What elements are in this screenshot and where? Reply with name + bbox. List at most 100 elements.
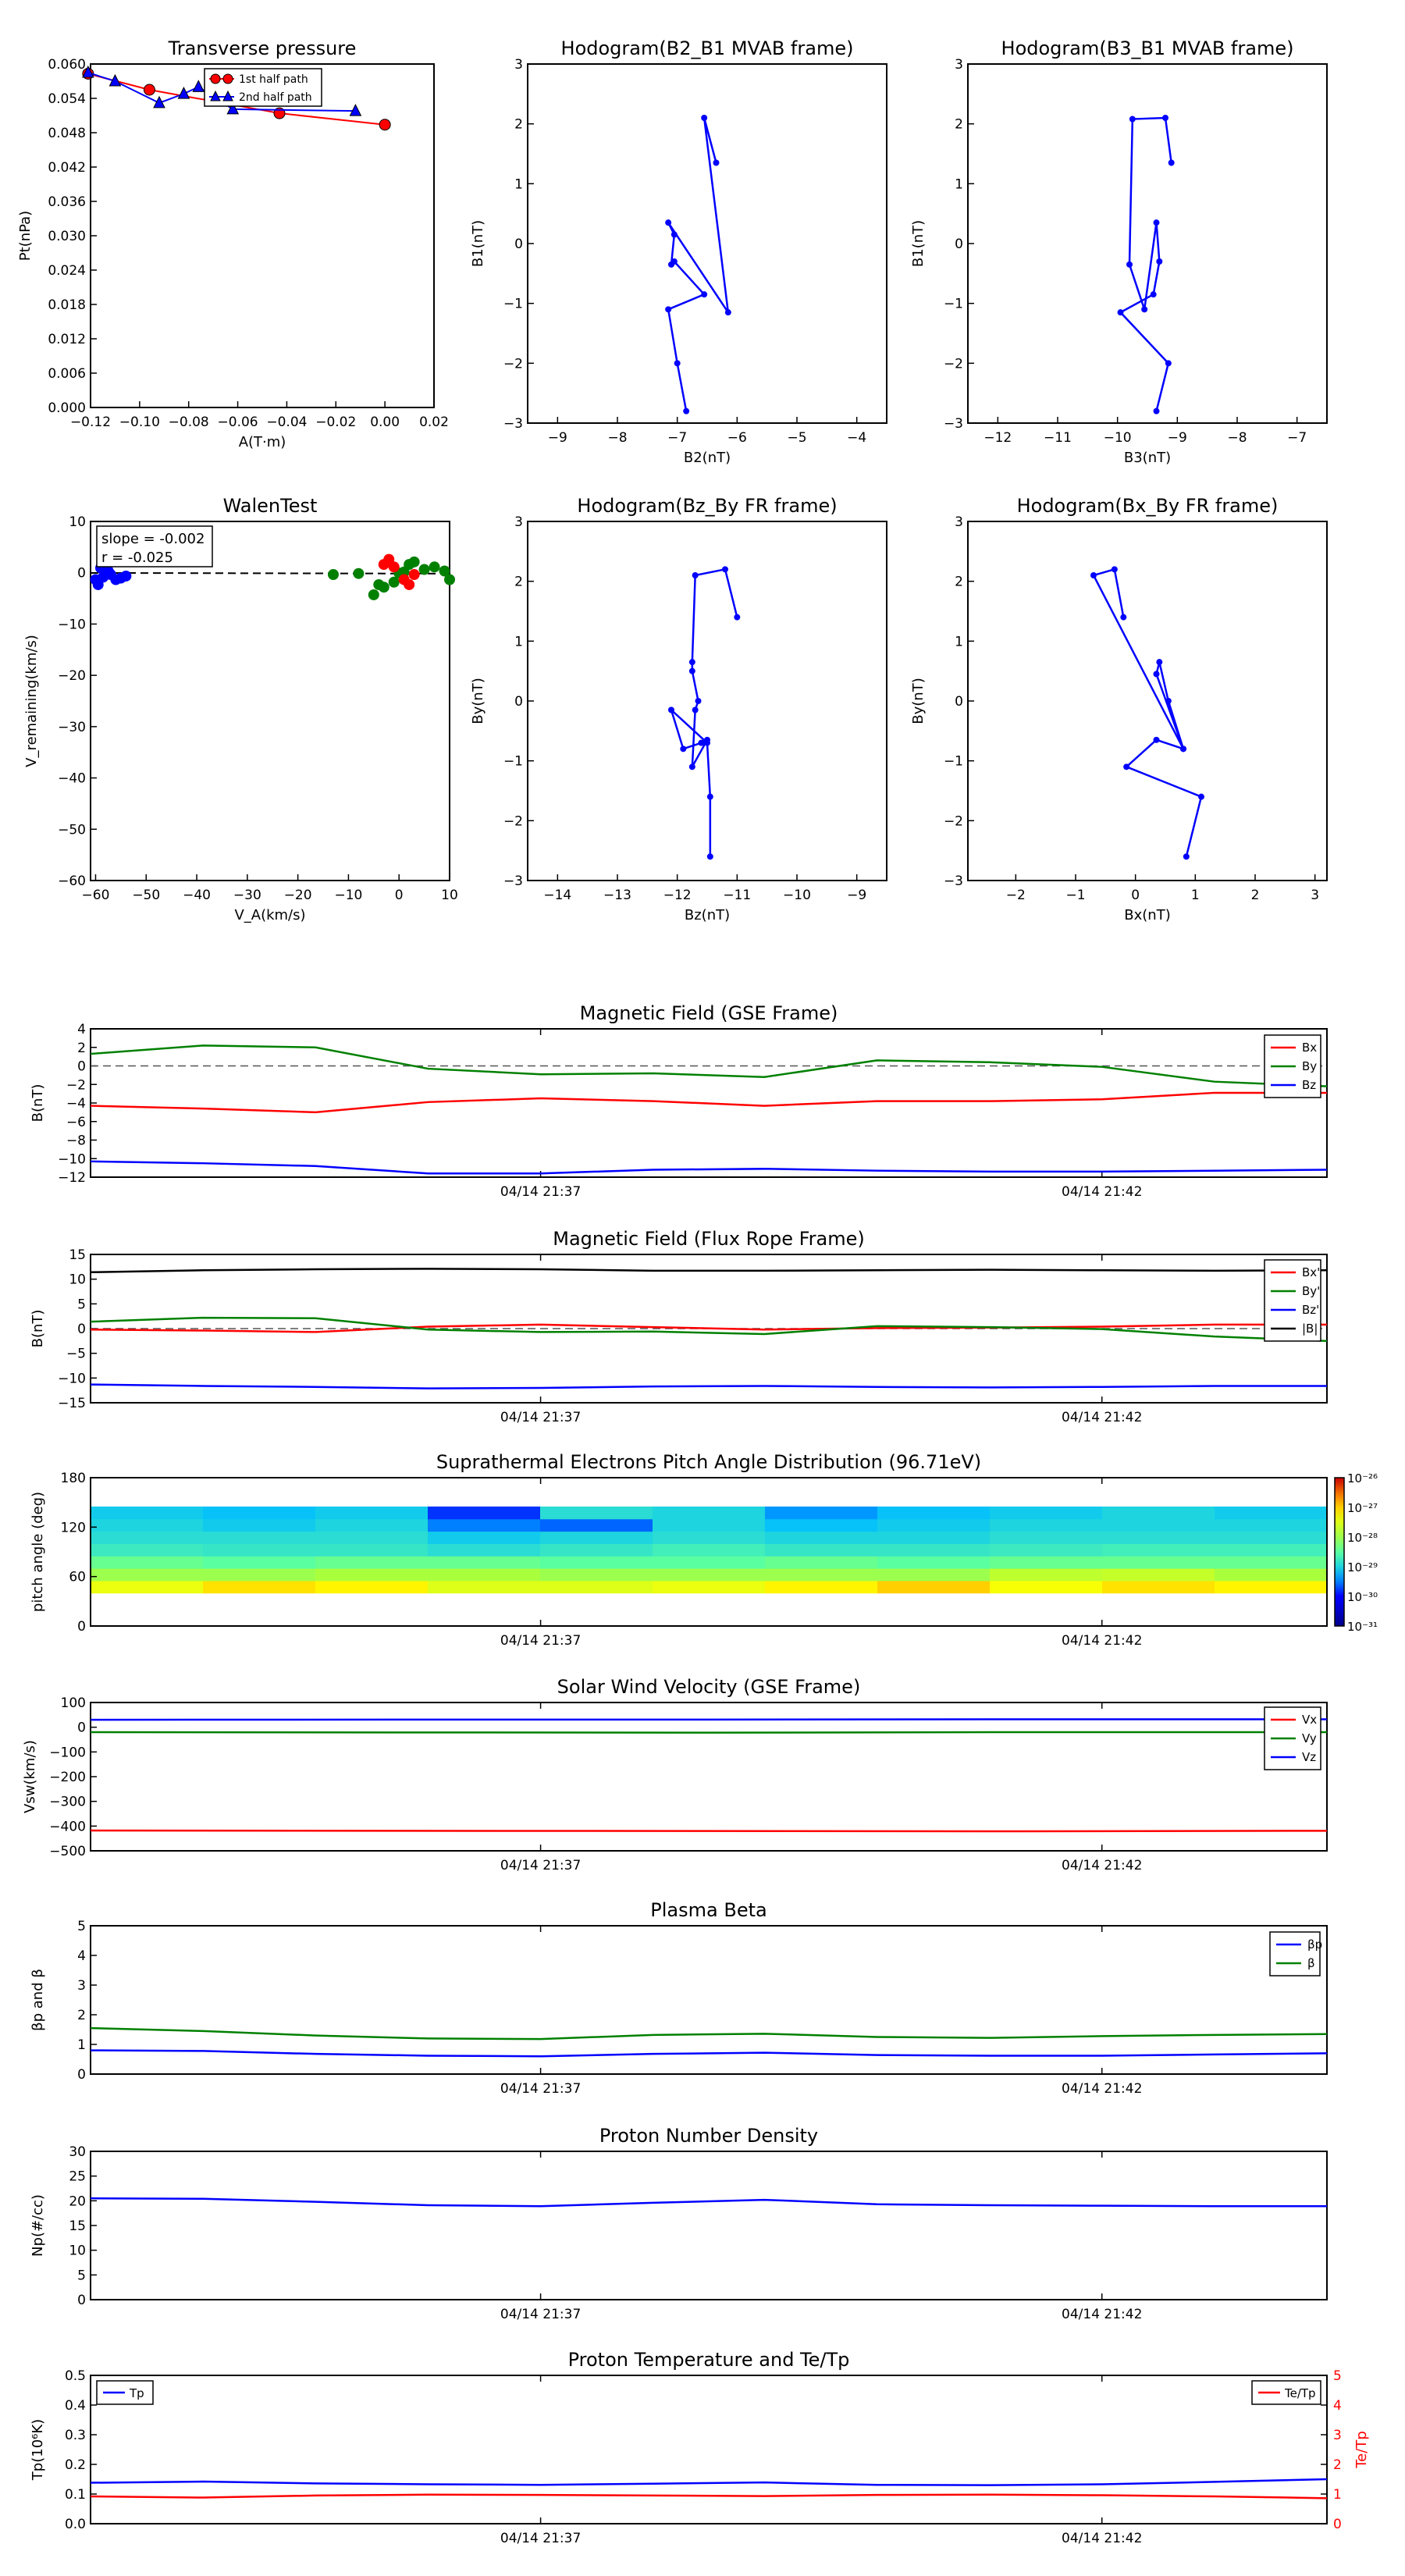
legend-box bbox=[1264, 1259, 1321, 1342]
hodogram-b2-b1-chart: Hodogram(B2_B1 MVAB frame) −3 −2 −1 0 1 2 3 −9 −8… bbox=[470, 37, 887, 466]
series-line-vy bbox=[90, 1731, 1327, 1734]
y-tick-label: −100 bbox=[49, 1745, 86, 1760]
heatmap-cell bbox=[877, 1518, 991, 1532]
y-tick-label: 15 bbox=[69, 2218, 86, 2234]
x-tick-label: 04/14 21:37 bbox=[500, 1410, 581, 1425]
walen-point bbox=[378, 582, 389, 593]
legend-marker-circle bbox=[222, 73, 233, 84]
heatmap-cell bbox=[91, 1556, 204, 1569]
walen-point bbox=[408, 569, 420, 581]
y-tick-label: 0 bbox=[77, 1619, 86, 1635]
series-line-np bbox=[90, 2197, 1327, 2208]
heatmap-cell bbox=[540, 1518, 653, 1532]
legend-label: Bx' bbox=[1302, 1265, 1320, 1279]
x-axis-label: Bz(nT) bbox=[685, 907, 730, 923]
x-tick-label: 0.02 bbox=[419, 415, 449, 430]
y-tick-label: 5 bbox=[77, 1919, 86, 1934]
series-line-b bbox=[90, 1268, 1328, 1274]
heatmap-cell bbox=[540, 1543, 653, 1557]
hodogram-point bbox=[674, 360, 681, 367]
heatmap-cell bbox=[540, 1568, 653, 1582]
hodogram-point bbox=[1129, 116, 1136, 123]
heatmap-cell bbox=[428, 1543, 541, 1557]
heatmap-cell bbox=[428, 1580, 541, 1594]
y-tick-label: −300 bbox=[49, 1795, 86, 1810]
hodogram-point bbox=[1180, 745, 1186, 753]
hodogram-point bbox=[701, 115, 708, 121]
y-tick-label: 0.3 bbox=[65, 2428, 86, 2443]
y-tick-label: 0 bbox=[77, 1322, 86, 1337]
legend-box bbox=[1269, 1931, 1321, 1976]
chart-legend: 1st half path 2nd half path bbox=[204, 68, 322, 107]
heatmap-cell bbox=[428, 1556, 541, 1569]
x-tick-label: 04/14 21:42 bbox=[1062, 2531, 1142, 2546]
walen-point bbox=[327, 569, 339, 581]
series-line-bz bbox=[90, 1383, 1327, 1389]
y-tick-label: −8 bbox=[66, 1133, 86, 1149]
hodogram-point bbox=[668, 706, 674, 713]
walen-point bbox=[120, 570, 132, 582]
chart-title: Hodogram(Bz_By FR frame) bbox=[577, 495, 837, 517]
data-point-triangle bbox=[192, 80, 205, 92]
y-tick-label: −10 bbox=[58, 1151, 86, 1167]
hodogram-point bbox=[1156, 258, 1163, 265]
y-tick-label: 0 bbox=[514, 237, 523, 252]
x-tick-label: −30 bbox=[233, 888, 261, 903]
legend-label: Bx bbox=[1302, 1041, 1317, 1055]
legend-label: Vz bbox=[1302, 1750, 1316, 1764]
hodogram-point bbox=[706, 853, 713, 860]
y-tick-label: −2 bbox=[944, 813, 963, 829]
data-point-triangle bbox=[108, 73, 122, 87]
heatmap-cell bbox=[315, 1506, 429, 1520]
heatmap-cell bbox=[91, 1543, 204, 1557]
walen-point bbox=[388, 561, 400, 573]
heatmap-cell bbox=[1215, 1518, 1328, 1532]
legend-label: 2nd half path bbox=[239, 91, 312, 104]
x-tick-label: 04/14 21:37 bbox=[500, 1184, 581, 1200]
colorbar-tick-label: 10⁻²⁹ bbox=[1347, 1560, 1378, 1574]
colorbar-tick-label: 10⁻³¹ bbox=[1347, 1620, 1378, 1634]
data-point-circle bbox=[379, 119, 391, 131]
heatmap-cell bbox=[315, 1556, 429, 1569]
heatmap-cell bbox=[653, 1580, 766, 1594]
y-axis-label: B1(nT) bbox=[910, 220, 927, 267]
legend-label: βp bbox=[1307, 1937, 1322, 1952]
hodogram-point bbox=[1150, 291, 1157, 298]
hodogram-point bbox=[1120, 614, 1127, 621]
y-tick-label: −2 bbox=[503, 356, 523, 372]
y-tick-label: 1 bbox=[77, 2037, 86, 2053]
y-tick-label: −12 bbox=[58, 1170, 86, 1186]
y-axis-label: Tp(10⁶K) bbox=[30, 2419, 46, 2481]
data-point-triangle bbox=[82, 65, 94, 78]
heatmap-cell bbox=[990, 1506, 1103, 1520]
chart-title: Proton Temperature and Te/Tp bbox=[568, 2349, 850, 2371]
y-tick-label: −6 bbox=[66, 1115, 86, 1130]
x-tick-label: −10 bbox=[783, 888, 811, 903]
y-tick-label: 60 bbox=[69, 1570, 86, 1585]
heatmap-cell bbox=[1102, 1568, 1215, 1582]
series-line-by bbox=[90, 1316, 1328, 1343]
heatmap-cell bbox=[653, 1506, 766, 1520]
chart-title: Transverse pressure bbox=[168, 37, 357, 59]
legend-marker-triangle bbox=[222, 90, 233, 101]
chart-legend: βp β bbox=[1269, 1931, 1322, 1976]
chart-legend: Bx' By' Bz' |B| bbox=[1264, 1259, 1321, 1342]
hodogram-point bbox=[1126, 261, 1133, 268]
x-axis-label: V_A(km/s) bbox=[234, 907, 305, 923]
legend-label: Bz bbox=[1302, 1078, 1316, 1092]
heatmap-cell bbox=[315, 1580, 429, 1594]
y-tick-label: 0.1 bbox=[65, 2487, 86, 2503]
heatmap-cell bbox=[203, 1580, 316, 1594]
x-axis-label: B3(nT) bbox=[1124, 450, 1171, 466]
heatmap-cell bbox=[990, 1556, 1103, 1569]
series-line-bx bbox=[90, 1091, 1327, 1114]
hodogram-point bbox=[1162, 115, 1168, 121]
hodogram-point bbox=[688, 659, 695, 666]
hodogram-point bbox=[665, 219, 672, 226]
legend-label: Tp bbox=[129, 2386, 144, 2400]
x-axis-label: Bx(nT) bbox=[1124, 907, 1170, 923]
heatmap-cell bbox=[990, 1568, 1103, 1582]
y-tick-label: 2 bbox=[514, 117, 523, 133]
x-tick-label: 0 bbox=[395, 888, 404, 903]
data-point-triangle bbox=[153, 95, 165, 109]
